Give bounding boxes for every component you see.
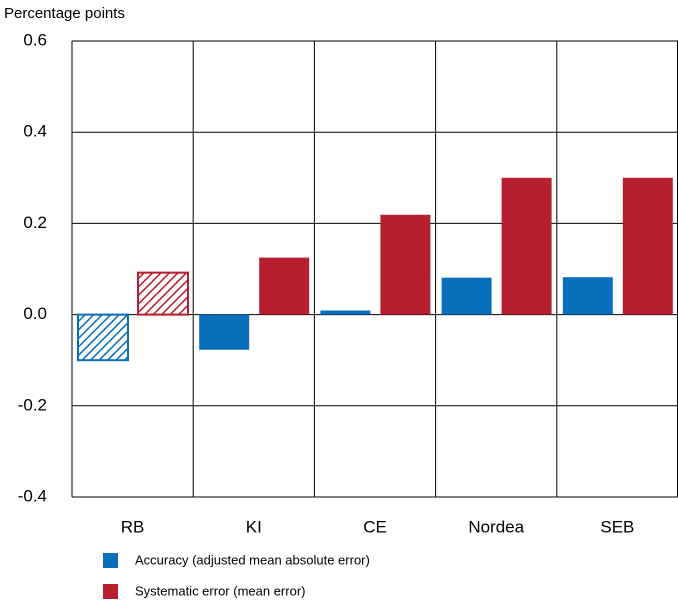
legend-swatch (103, 584, 118, 599)
y-tick-label: 0.4 (23, 122, 47, 141)
bar (441, 277, 492, 315)
y-tick-label: 0.6 (23, 30, 47, 49)
x-tick-label: Nordea (468, 517, 524, 536)
bar (199, 314, 250, 350)
bar (320, 310, 371, 315)
x-tick-label: SEB (600, 517, 634, 536)
bar (562, 277, 613, 315)
y-tick-label: -0.4 (18, 486, 47, 505)
legend-swatch (103, 553, 118, 568)
x-tick-label: CE (363, 517, 387, 536)
y-tick-label: -0.2 (18, 395, 47, 414)
x-tick-label: RB (121, 517, 145, 536)
x-tick-label: KI (246, 517, 262, 536)
legend-label: Accuracy (adjusted mean absolute error) (135, 552, 370, 567)
legend-label: Systematic error (mean error) (135, 583, 305, 598)
bar (380, 214, 431, 315)
y-tick-label: 0.0 (23, 304, 47, 323)
bar (622, 177, 673, 315)
bar (77, 313, 129, 362)
y-axis-label: Percentage points (4, 5, 125, 22)
bar (137, 271, 189, 316)
y-tick-label: 0.2 (23, 213, 47, 232)
bar (501, 177, 552, 315)
bar (259, 257, 310, 315)
